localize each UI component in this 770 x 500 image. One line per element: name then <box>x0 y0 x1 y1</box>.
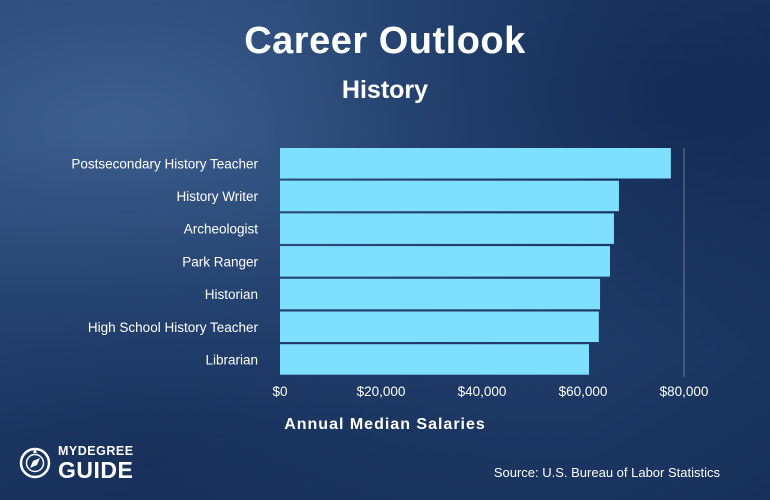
bar <box>280 344 590 375</box>
x-tick-label: $60,000 <box>559 384 608 399</box>
chart-title: Career Outlook <box>244 20 526 62</box>
bar <box>280 180 619 212</box>
category-label: Postsecondary History Teacher <box>71 156 258 171</box>
logo-text-bottom: GUIDE <box>58 457 134 483</box>
bar <box>280 213 614 244</box>
category-label: High School History Teacher <box>88 320 259 335</box>
mydegreeguide-logo: MYDEGREE GUIDE <box>18 442 158 486</box>
bar <box>280 278 601 310</box>
x-tick-label: $40,000 <box>458 384 507 399</box>
category-label: History Writer <box>176 189 258 204</box>
category-label: Librarian <box>205 352 258 367</box>
bar <box>280 311 599 342</box>
chart-subtitle: History <box>341 76 429 104</box>
category-label: Archeologist <box>184 222 259 237</box>
bar <box>280 148 671 179</box>
x-axis-label: Annual Median Salaries <box>284 416 486 433</box>
category-label: Historian <box>205 287 258 302</box>
bar <box>280 246 610 277</box>
x-tick-label: $0 <box>272 384 287 399</box>
x-tick-label: $20,000 <box>357 384 406 399</box>
logo-text-top: MYDEGREE <box>58 444 134 458</box>
compass-icon <box>19 447 51 479</box>
source-note: Source: U.S. Bureau of Labor Statistics <box>493 465 720 480</box>
category-label: Park Ranger <box>182 254 258 269</box>
x-tick-label: $80,000 <box>660 384 709 399</box>
